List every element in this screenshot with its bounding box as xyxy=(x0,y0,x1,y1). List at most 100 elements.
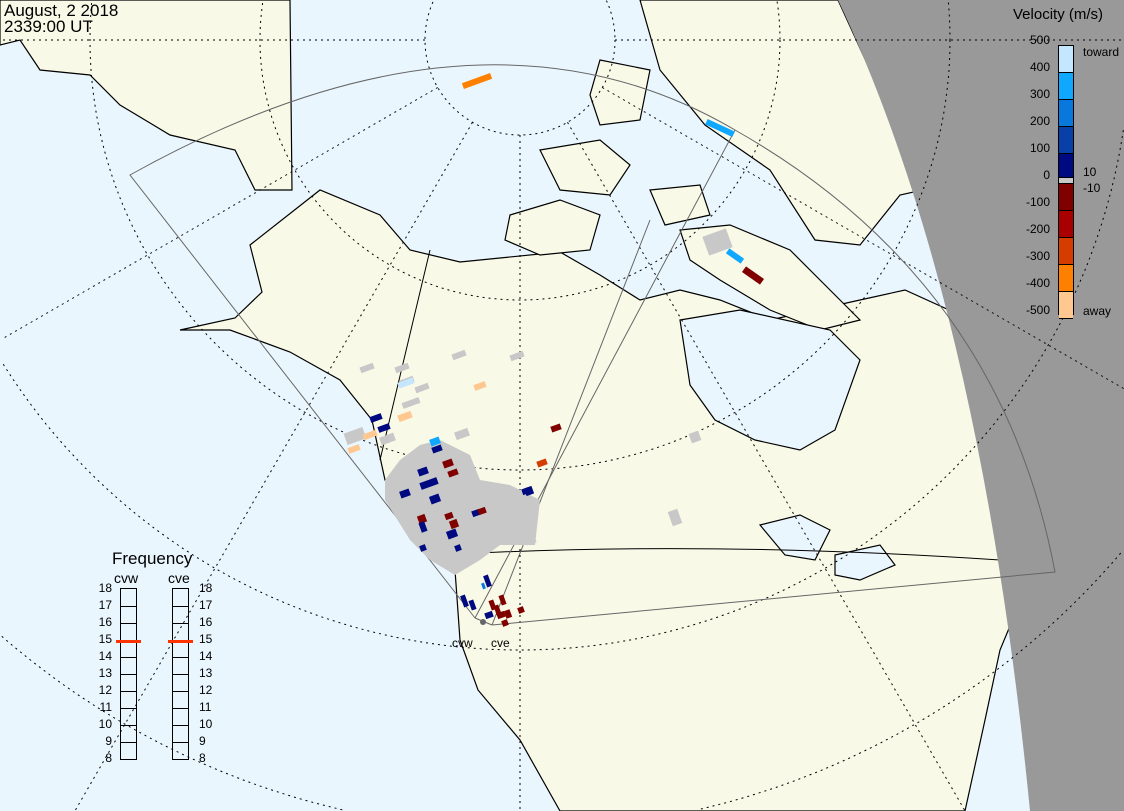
colorbar-tick-label: -100 xyxy=(1025,195,1050,209)
frequency-tick-label: 14 xyxy=(199,649,213,663)
velocity-cell xyxy=(362,429,378,441)
colorbar-tick-label: 200 xyxy=(1029,114,1050,128)
frequency-tick-label: 11 xyxy=(199,700,212,714)
arctic-island xyxy=(649,184,711,226)
radar-label-cve: cve xyxy=(491,636,510,650)
frequency-tick-label: 9 xyxy=(105,734,112,748)
cve-fov xyxy=(491,129,1056,626)
velocity-cell xyxy=(428,493,442,505)
frequency-tick-label: 15 xyxy=(199,632,213,646)
frequency-tick-label: 8 xyxy=(105,751,112,765)
radar-fields-of-view xyxy=(129,64,1056,626)
velocity-cell xyxy=(414,382,430,394)
velocity-cell xyxy=(725,248,745,264)
velocity-cell xyxy=(417,466,429,477)
velocity-cell xyxy=(702,228,733,256)
frequency-cvw-name: cvw xyxy=(114,570,139,586)
latitude-circle xyxy=(2,130,1124,651)
velocity-cell xyxy=(454,544,462,552)
meridian-line xyxy=(567,122,965,811)
latitude-circle xyxy=(1,635,343,811)
velocity-cell xyxy=(397,377,415,389)
colorbar-tick-label: -500 xyxy=(1025,303,1050,317)
velocity-cell xyxy=(523,485,535,497)
frequency-tick-label: 18 xyxy=(98,581,112,595)
velocity-cell xyxy=(419,477,439,490)
colorbar-ground-scatter xyxy=(1059,178,1073,184)
velocity-cell xyxy=(369,413,383,423)
colorbar-tick-label: 0 xyxy=(1043,168,1050,182)
frequency-cell xyxy=(121,606,136,607)
colorbar-segment xyxy=(1059,184,1073,211)
colorbar-segment xyxy=(1059,211,1073,238)
velocity-cell xyxy=(442,458,454,469)
colorbar-segment xyxy=(1059,127,1073,154)
baffin-island xyxy=(679,224,862,331)
frequency-cell xyxy=(173,742,188,743)
velocity-cell xyxy=(477,506,487,516)
frequency-cell xyxy=(121,623,136,624)
gs-lower-label: -10 xyxy=(1083,181,1101,195)
velocity-cell xyxy=(454,427,470,441)
velocity-cell xyxy=(444,511,454,521)
velocity-cell xyxy=(501,619,509,627)
latitude-circle xyxy=(259,1,781,301)
colorbar-tick-label: 300 xyxy=(1029,87,1050,101)
velocity-cell xyxy=(536,458,548,468)
frequency-cell xyxy=(173,674,188,675)
frequency-tick-label: 14 xyxy=(98,649,112,663)
meridian-line xyxy=(1,87,438,340)
frequency-title: Frequency xyxy=(112,549,193,568)
frequency-tick-label: 17 xyxy=(98,598,112,612)
velocity-cell xyxy=(503,609,513,619)
velocity-cell xyxy=(550,423,562,433)
colorbar-segment xyxy=(1059,265,1073,292)
velocity-cell xyxy=(483,574,492,588)
velocity-cell xyxy=(394,362,410,374)
colorbar-tick-label: 500 xyxy=(1029,33,1050,47)
velocity-cell xyxy=(448,518,460,530)
velocity-cell xyxy=(468,599,477,611)
frequency-cell xyxy=(173,691,188,692)
velocity-cell xyxy=(741,266,765,285)
velocity-cell xyxy=(705,118,735,138)
latitude-circle xyxy=(605,0,616,40)
frequency-cell xyxy=(121,657,136,658)
velocity-cell xyxy=(429,436,441,447)
latitude-circle xyxy=(424,0,616,136)
latitude-circle xyxy=(776,1,781,40)
frequency-tick-label: 11 xyxy=(99,700,112,714)
arctic-island xyxy=(504,199,601,256)
frequency-cve-name: cve xyxy=(168,570,190,586)
colorbar-tick-label: -200 xyxy=(1025,222,1050,236)
frequency-tick-label: 13 xyxy=(98,666,112,680)
meridian-line xyxy=(75,122,473,811)
velocity-cell xyxy=(451,349,467,361)
colorbar-tick-label: 100 xyxy=(1029,141,1050,155)
velocity-cell xyxy=(496,610,506,620)
frequency-cell xyxy=(121,674,136,675)
velocity-cell xyxy=(461,73,493,89)
velocity-cell xyxy=(513,504,537,546)
velocity-cell xyxy=(419,544,427,552)
radar-label-cvw: cvw xyxy=(452,636,473,650)
frequency-marker-cvw xyxy=(116,640,141,644)
frequency-cell xyxy=(173,606,188,607)
us-canada-border xyxy=(439,548,1001,561)
arctic-island xyxy=(539,139,631,196)
velocity-cell xyxy=(359,362,375,374)
time-label: 2339:00 UT xyxy=(4,17,93,36)
frequency-tick-label: 12 xyxy=(199,683,213,697)
velocity-cell xyxy=(447,468,459,478)
frequency-marker-cve xyxy=(168,640,193,644)
frequency-cell xyxy=(121,742,136,743)
velocity-cell xyxy=(445,528,459,540)
velocity-cell xyxy=(377,423,391,433)
gs-upper-label: 10 xyxy=(1083,165,1097,179)
frequency-cell xyxy=(121,725,136,726)
arctic-island xyxy=(589,59,651,126)
velocity-cell xyxy=(379,432,396,446)
colorbar-segment xyxy=(1059,238,1073,265)
velocity-cell xyxy=(481,582,486,590)
